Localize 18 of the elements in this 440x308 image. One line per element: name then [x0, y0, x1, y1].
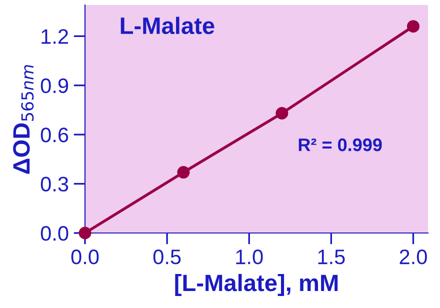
annotation: R² = 0.999 — [298, 138, 382, 152]
point — [276, 107, 288, 120]
y-tick-label: 0.9 — [40, 78, 68, 94]
y-tick-label: 0.6 — [40, 128, 68, 142]
x-axis-title: [L-Malate], mM — [175, 274, 338, 296]
x-tick-label: 1.0 — [236, 250, 263, 264]
y-tick-label: 1.2 — [42, 29, 68, 44]
y-axis-title: ΔOD$_{565nm}$ — [13, 65, 34, 174]
x-tick-label: 0.5 — [153, 250, 181, 264]
y-tick-label: 0.3 — [40, 176, 68, 192]
x-tick-label: 0.0 — [71, 250, 99, 264]
chart-title: L-Malate — [120, 16, 214, 34]
point — [78, 226, 92, 240]
x-tick-label: 1.5 — [318, 250, 345, 264]
point — [177, 166, 190, 179]
y-tick-label: 0.0 — [40, 226, 68, 241]
point — [406, 20, 420, 33]
x-tick-label: 2.0 — [400, 250, 427, 264]
